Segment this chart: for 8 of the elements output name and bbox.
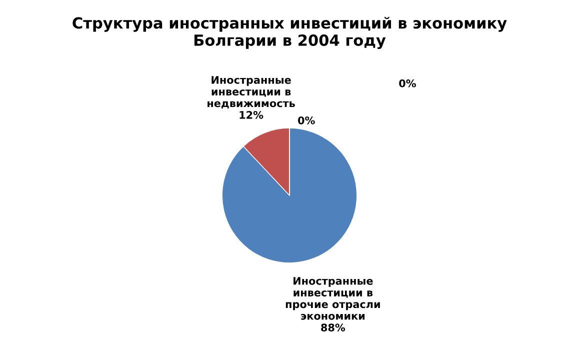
pie-slice bbox=[222, 128, 358, 264]
data-label: 88% bbox=[321, 324, 346, 332]
text: 0% bbox=[399, 79, 416, 88]
chart-title: Структура иностранных инвестиций в экономику Болгарии в 2004 году bbox=[72, 16, 507, 50]
text: 0% bbox=[298, 116, 315, 124]
slice-label: Иностранные инвестиции в прочие отрасли экономики bbox=[286, 277, 380, 320]
slice-label: Иностранные инвестиции в недвижимость bbox=[208, 76, 295, 108]
data-label: 12% bbox=[240, 110, 264, 119]
